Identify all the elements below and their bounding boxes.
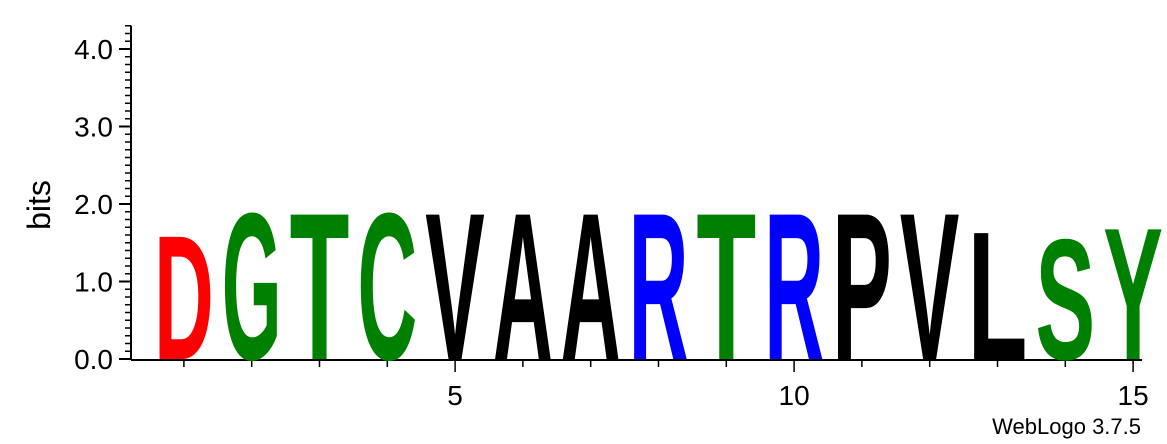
x-tick-label: 5 [447, 380, 463, 411]
y-axis: 0.0 1.0 2.0 3.0 4.0 [74, 25, 132, 375]
logo-letter-s-pos14: S [1035, 205, 1095, 397]
logo-letter-a-pos7: A [561, 170, 621, 404]
y-tick-label: 1.0 [74, 267, 113, 298]
logo-letter-t-pos9: T [696, 169, 756, 404]
y-tick-label: 0.0 [74, 344, 113, 375]
logo-letter-r-pos8: R [629, 170, 689, 404]
logo-letter-p-pos11: P [832, 170, 892, 404]
logo-letter-c-pos4: C [357, 170, 417, 404]
x-axis: 5 10 15 [131, 359, 1149, 411]
x-tick-label: 15 [1118, 380, 1149, 411]
logo-letter-v-pos12: V [900, 170, 960, 404]
logo-letter-y-pos15: Y [1103, 189, 1163, 400]
logo-letter-g-pos2: G [222, 170, 282, 404]
weblogo-credit: WebLogo 3.7.5 [992, 414, 1141, 439]
y-axis-label: bits [21, 180, 57, 230]
logo-letter-a-pos6: A [493, 170, 553, 404]
y-tick-label: 2.0 [74, 189, 113, 220]
x-tick-label: 10 [779, 380, 810, 411]
logo-letter-r-pos10: R [764, 170, 824, 404]
y-tick-label: 4.0 [74, 34, 113, 65]
logo-letter-l-pos13: L [968, 194, 1028, 399]
y-tick-label: 3.0 [74, 112, 113, 143]
logo-letter-t-pos3: T [290, 169, 350, 404]
logo-letter-v-pos5: V [425, 170, 485, 404]
logo-letter-d-pos1: D [154, 200, 214, 397]
